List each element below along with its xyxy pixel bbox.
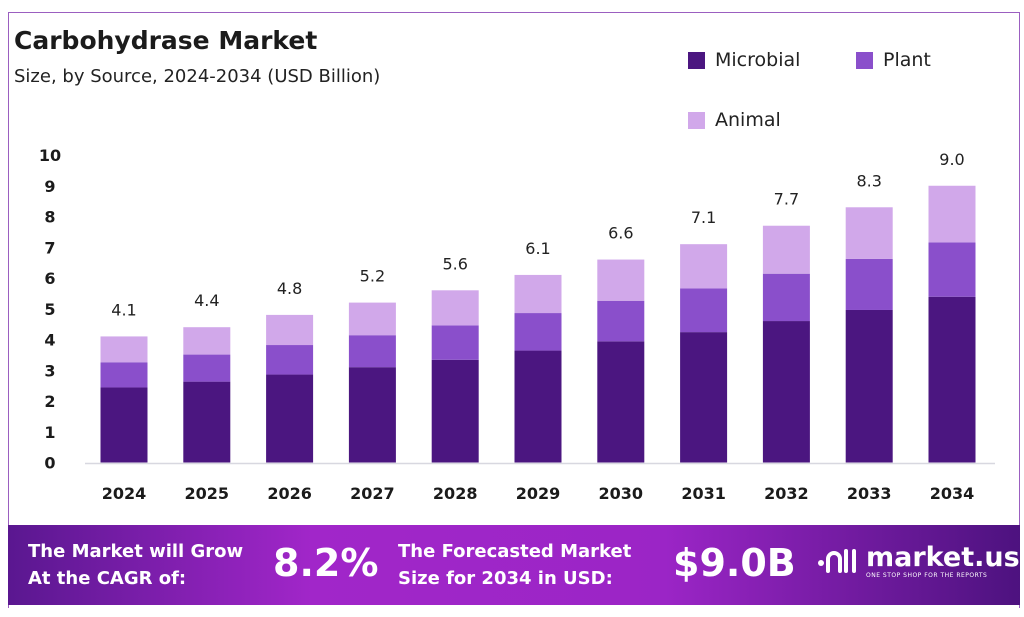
total-data-label: 9.0	[939, 150, 964, 169]
bar-segment-animal	[348, 302, 396, 336]
bar-segment-plant	[348, 335, 396, 368]
y-tick-label: 2	[44, 392, 55, 411]
y-tick-label: 4	[44, 331, 55, 350]
bar-segment-microbial	[928, 296, 976, 463]
legend-label: Animal	[715, 109, 781, 131]
bar-segment-microbial	[514, 350, 562, 463]
y-tick-label: 7	[44, 238, 55, 257]
total-data-label: 5.6	[442, 254, 467, 273]
x-tick-label: 2033	[847, 484, 892, 503]
bar-segment-plant	[762, 273, 810, 322]
x-tick-label: 2025	[185, 484, 230, 503]
cagr-label: The Market will Grow At the CAGR of:	[28, 538, 243, 592]
chart-subtitle: Size, by Source, 2024-2034 (USD Billion)	[14, 66, 381, 87]
logo-name: market.us	[866, 541, 1020, 573]
legend-swatch	[856, 51, 873, 69]
bar-segment-microbial	[100, 387, 148, 463]
bar-segment-microbial	[762, 321, 810, 463]
total-data-label: 6.6	[608, 224, 633, 243]
bar-segment-microbial	[845, 309, 893, 463]
bar-segment-microbial	[597, 341, 645, 463]
bar-segment-microbial	[348, 367, 396, 463]
legend-plant: Plant	[856, 49, 931, 71]
bar-segment-plant	[514, 313, 562, 351]
x-tick-label: 2032	[764, 484, 809, 503]
footer-banner: The Market will Grow At the CAGR of: 8.2…	[8, 525, 1020, 605]
y-tick-label: 3	[44, 361, 55, 380]
cagr-label-line2: At the CAGR of:	[28, 568, 187, 589]
forecast-label: The Forecasted Market Size for 2034 in U…	[398, 538, 631, 592]
total-data-label: 7.7	[774, 190, 799, 209]
bar-segment-animal	[762, 225, 810, 274]
bar-segment-animal	[100, 336, 148, 363]
y-tick-label: 6	[44, 269, 55, 288]
market-us-logo: market.us ONE STOP SHOP FOR THE REPORTS	[816, 543, 1020, 579]
y-tick-label: 5	[44, 300, 55, 319]
bar-segment-plant	[680, 288, 728, 333]
legend-microbial: Microbial	[688, 49, 800, 71]
total-data-label: 5.2	[360, 267, 385, 286]
bar-segment-plant	[845, 258, 893, 310]
y-tick-label: 1	[44, 423, 55, 442]
legend-swatch	[688, 111, 705, 129]
legend-swatch	[688, 51, 705, 69]
x-tick-label: 2034	[930, 484, 975, 503]
total-data-label: 6.1	[525, 239, 550, 258]
x-tick-label: 2031	[681, 484, 726, 503]
bar-segment-microbial	[266, 374, 314, 463]
bar-segment-animal	[680, 244, 728, 289]
bar-segment-plant	[100, 362, 148, 388]
forecast-label-line1: The Forecasted Market	[398, 541, 632, 562]
bar-segment-animal	[431, 290, 479, 326]
x-tick-label: 2027	[350, 484, 395, 503]
total-data-label: 4.8	[277, 279, 302, 298]
total-data-label: 7.1	[691, 208, 716, 227]
total-data-label: 4.4	[194, 291, 219, 310]
forecast-value: $9.0B	[673, 541, 796, 585]
legend-animal: Animal	[688, 109, 781, 131]
bar-segment-animal	[845, 207, 893, 259]
y-tick-label: 8	[44, 208, 55, 227]
cagr-value: 8.2%	[273, 541, 379, 585]
bar-segment-animal	[266, 314, 314, 346]
legend-label: Plant	[883, 49, 931, 71]
y-tick-label: 9	[44, 177, 55, 196]
total-data-label: 4.1	[111, 300, 136, 319]
y-tick-label: 10	[39, 146, 61, 165]
total-data-label: 8.3	[856, 171, 881, 190]
bar-segment-microbial	[431, 359, 479, 463]
cagr-label-line1: The Market will Grow	[28, 541, 244, 562]
bar-segment-animal	[597, 259, 645, 301]
bar-segment-plant	[266, 345, 314, 375]
legend-label: Microbial	[715, 49, 801, 71]
bar-segment-animal	[183, 327, 231, 355]
x-tick-label: 2028	[433, 484, 478, 503]
stacked-bar-chart: 0 1 2 3 4 5 6 7 8 9 10 4.1 2024 4.4 2025 4.8 2026 5.2 2027…	[39, 146, 995, 503]
bar-segment-plant	[183, 354, 231, 382]
bar-segment-plant	[431, 325, 479, 360]
forecast-label-line2: Size for 2034 in USD:	[398, 568, 613, 589]
x-tick-label: 2029	[516, 484, 561, 503]
y-tick-label: 0	[44, 454, 55, 473]
bar-segment-plant	[597, 300, 645, 342]
x-tick-label: 2030	[599, 484, 644, 503]
bar-segment-plant	[928, 242, 976, 297]
chart-frame	[8, 12, 1020, 608]
chart-title: Carbohydrase Market	[14, 26, 318, 55]
x-tick-label: 2026	[267, 484, 312, 503]
bar-segment-microbial	[183, 381, 231, 463]
logo-tagline: ONE STOP SHOP FOR THE REPORTS	[866, 571, 988, 579]
x-tick-label: 2024	[102, 484, 147, 503]
logo-icon	[818, 549, 856, 573]
bar-segment-animal	[928, 185, 976, 243]
bar-segment-animal	[514, 274, 562, 314]
bar-segment-microbial	[680, 332, 728, 463]
